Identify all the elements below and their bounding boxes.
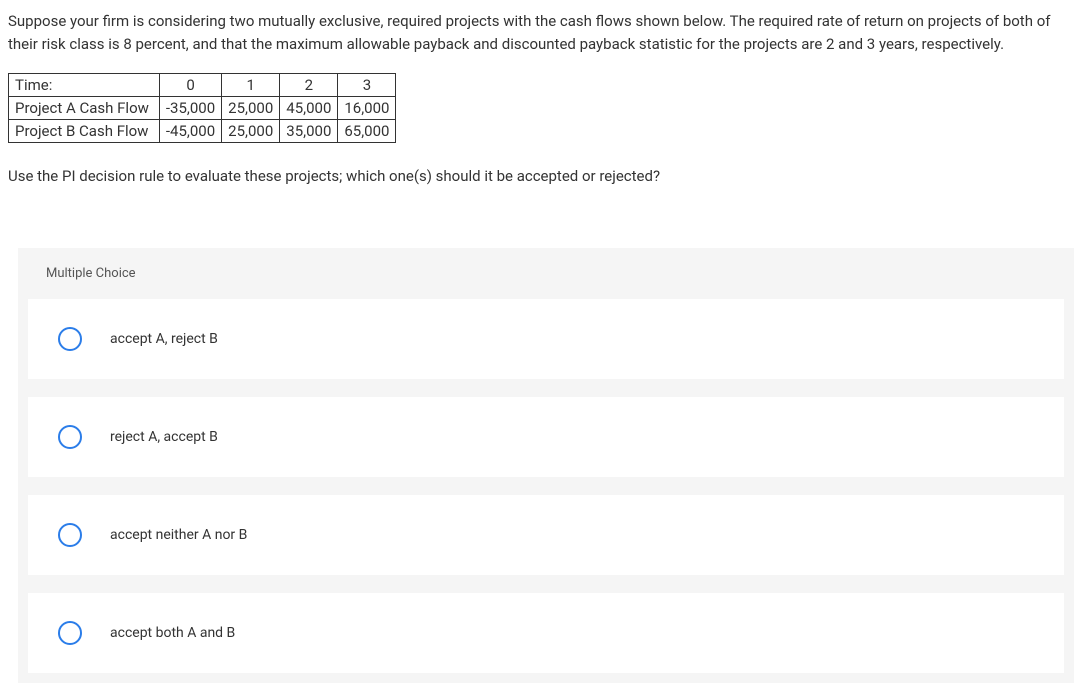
radio-icon[interactable]: [58, 327, 82, 351]
multiple-choice-container: Multiple Choice accept A, reject B rejec…: [18, 248, 1074, 683]
option-label: reject A, accept B: [110, 429, 218, 445]
table-row: Project A Cash Flow -35,000 25,000 45,00…: [9, 97, 396, 120]
time-col0: 0: [159, 74, 221, 97]
radio-icon[interactable]: [58, 425, 82, 449]
a1: 25,000: [222, 97, 280, 120]
a0: -35,000: [159, 97, 221, 120]
option-accept-neither[interactable]: accept neither A nor B: [28, 495, 1064, 575]
option-accept-a-reject-b[interactable]: accept A, reject B: [28, 299, 1064, 379]
option-label: accept both A and B: [110, 625, 235, 641]
a2: 45,000: [280, 97, 338, 120]
b3: 65,000: [338, 120, 396, 143]
time-label: Time:: [9, 74, 160, 97]
multiple-choice-header: Multiple Choice: [18, 248, 1074, 299]
b1: 25,000: [222, 120, 280, 143]
table-row: Project B Cash Flow -45,000 25,000 35,00…: [9, 120, 396, 143]
radio-icon[interactable]: [58, 523, 82, 547]
b0: -45,000: [159, 120, 221, 143]
question-prompt: Use the PI decision rule to evaluate the…: [8, 165, 1084, 188]
time-col3: 3: [338, 74, 396, 97]
radio-icon[interactable]: [58, 621, 82, 645]
option-reject-a-accept-b[interactable]: reject A, accept B: [28, 397, 1064, 477]
time-col1: 1: [222, 74, 280, 97]
option-accept-both[interactable]: accept both A and B: [28, 593, 1064, 673]
option-label: accept A, reject B: [110, 331, 218, 347]
time-col2: 2: [280, 74, 338, 97]
options-list: accept A, reject B reject A, accept B ac…: [18, 299, 1074, 683]
b2: 35,000: [280, 120, 338, 143]
option-label: accept neither A nor B: [110, 527, 247, 543]
table-row: Time: 0 1 2 3: [9, 74, 396, 97]
project-a-label: Project A Cash Flow: [9, 97, 160, 120]
a3: 16,000: [338, 97, 396, 120]
question-text: Suppose your firm is considering two mut…: [8, 10, 1084, 55]
cashflow-table: Time: 0 1 2 3 Project A Cash Flow -35,00…: [8, 73, 396, 143]
project-b-label: Project B Cash Flow: [9, 120, 160, 143]
